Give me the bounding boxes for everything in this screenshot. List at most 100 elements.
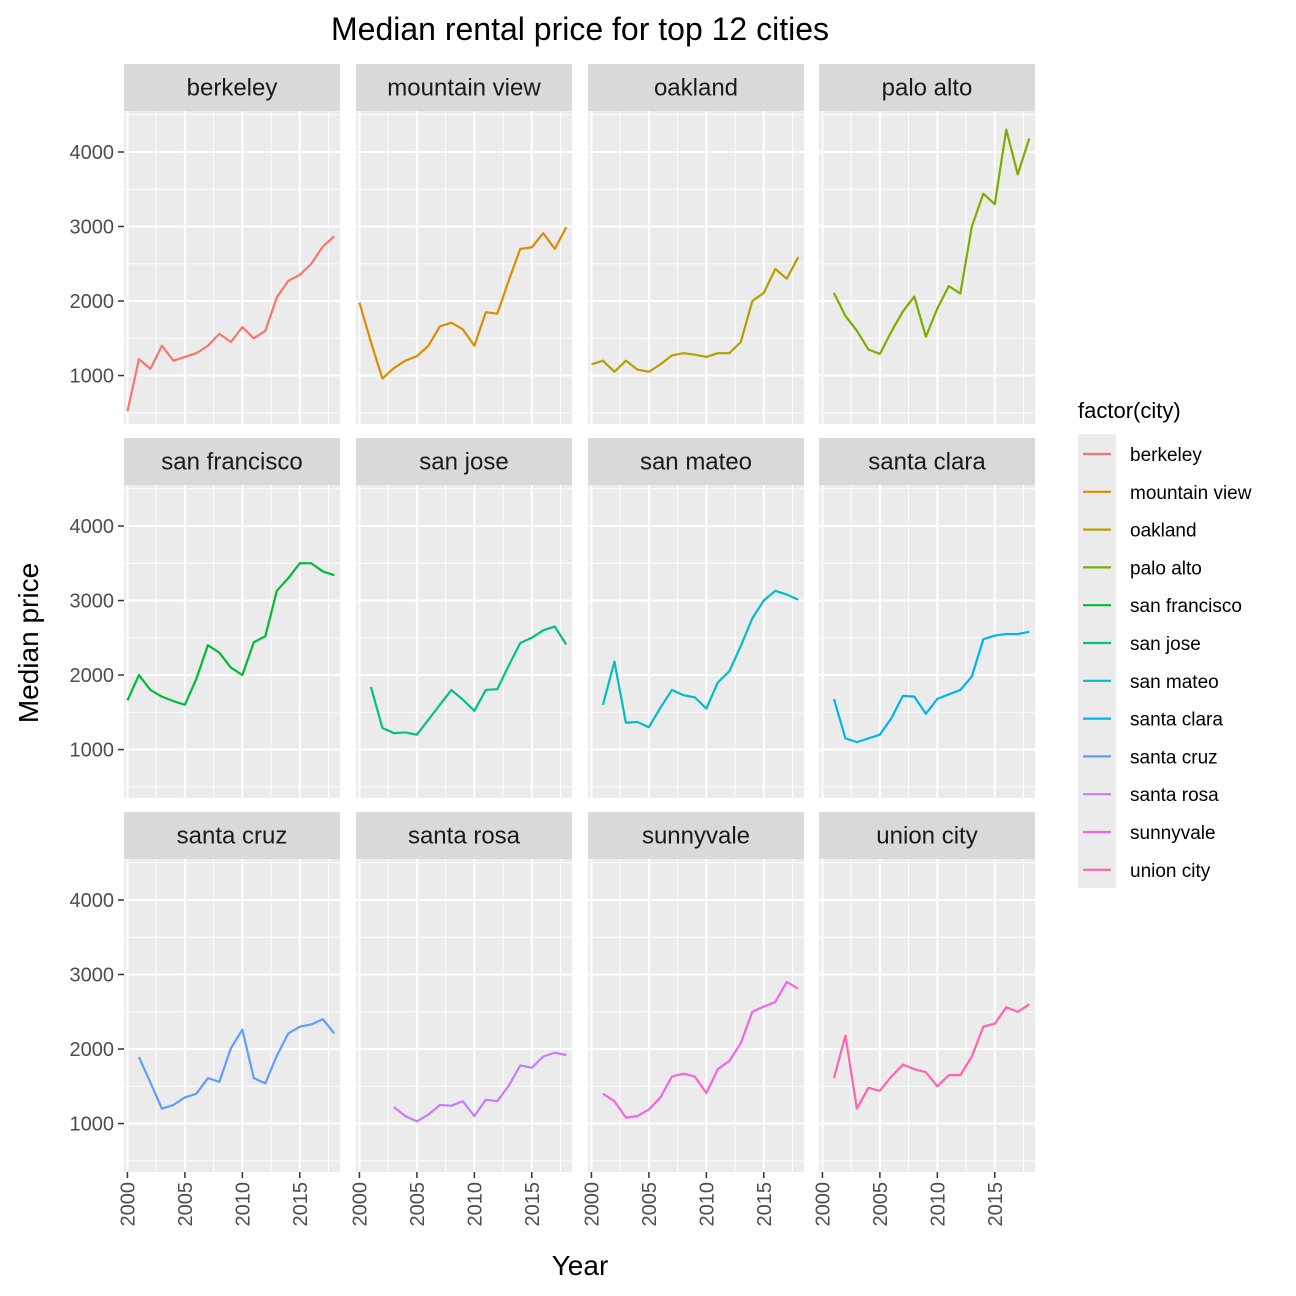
x-tick-label: 2000 xyxy=(117,1182,139,1227)
panel-background xyxy=(588,485,804,798)
facet-strip-label: san mateo xyxy=(640,449,752,476)
series-line xyxy=(126,235,335,412)
legend-label: mountain view xyxy=(1130,483,1252,504)
facet-strip xyxy=(124,64,340,111)
facet-panel: santa clara xyxy=(819,438,1035,798)
panel-background xyxy=(588,111,804,424)
y-tick-label: 4000 xyxy=(70,890,115,912)
x-tick-label: 2015 xyxy=(290,1182,312,1227)
facet-panels: berkeley 1000 2000 3000 4000 mountain view oak… xyxy=(70,64,1035,1227)
facet-strip-label: mountain view xyxy=(387,75,541,102)
y-tick-label: 2000 xyxy=(70,1039,115,1061)
legend-key-background xyxy=(1078,434,1116,888)
x-tick-label: 2015 xyxy=(754,1182,776,1227)
y-tick-label: 1000 xyxy=(70,740,115,762)
x-tick-label: 2010 xyxy=(232,1182,254,1227)
facet-panel: san jose xyxy=(356,438,572,798)
x-tick-label: 2010 xyxy=(464,1182,486,1227)
facet-strip xyxy=(356,438,572,485)
legend-label: santa clara xyxy=(1130,710,1223,731)
facet-strip xyxy=(124,812,340,859)
x-tick-label: 2005 xyxy=(407,1182,429,1227)
y-tick-label: 2000 xyxy=(70,291,115,313)
legend-items: berkeley mountain view oakland palo alto san… xyxy=(1083,445,1252,882)
facet-panel: berkeley 1000 2000 3000 4000 xyxy=(70,64,340,424)
legend-label: santa rosa xyxy=(1130,785,1219,806)
series-line xyxy=(591,256,800,373)
series-line xyxy=(832,1003,1030,1110)
legend-label: sunnyvale xyxy=(1130,823,1216,844)
y-tick-label: 3000 xyxy=(70,591,115,613)
panel-background xyxy=(356,111,572,424)
x-tick-label: 2005 xyxy=(870,1182,892,1227)
facet-strip-label: santa rosa xyxy=(408,823,521,850)
legend-label: union city xyxy=(1130,861,1211,882)
legend-label: santa cruz xyxy=(1130,747,1218,768)
facet-strip xyxy=(588,438,804,485)
facet-strip xyxy=(819,812,1035,859)
panel-background xyxy=(356,859,572,1172)
facet-strip-label: palo alto xyxy=(882,75,973,102)
facet-panel: palo alto xyxy=(819,64,1035,424)
facet-panel: mountain view xyxy=(356,64,572,424)
y-axis-title: Median price xyxy=(13,563,44,723)
facet-panel: san francisco 1000 2000 3000 4000 xyxy=(70,438,340,798)
x-tick-label: 2015 xyxy=(985,1182,1007,1227)
facet-strip xyxy=(819,438,1035,485)
series-line xyxy=(369,625,568,736)
legend-label: berkeley xyxy=(1130,445,1202,466)
facet-strip xyxy=(124,438,340,485)
x-axis-title: Year xyxy=(552,1250,609,1281)
facet-panel: san mateo xyxy=(588,438,804,798)
facet-panel: oakland xyxy=(588,64,804,424)
legend-label: san mateo xyxy=(1130,672,1219,693)
chart-title: Median rental price for top 12 cities xyxy=(331,11,829,47)
panel-background xyxy=(124,111,340,424)
y-tick-label: 1000 xyxy=(70,366,115,388)
y-tick-label: 4000 xyxy=(70,516,115,538)
y-tick-label: 2000 xyxy=(70,665,115,687)
legend-label: san francisco xyxy=(1130,596,1242,617)
x-tick-label: 2005 xyxy=(175,1182,197,1227)
panel-background xyxy=(124,485,340,798)
panel-background xyxy=(819,859,1035,1172)
facet-strip-label: santa clara xyxy=(868,449,986,476)
panel-background xyxy=(356,485,572,798)
series-line xyxy=(126,562,335,706)
y-tick-label: 3000 xyxy=(70,965,115,987)
panel-background xyxy=(588,859,804,1172)
facet-strip-label: san francisco xyxy=(161,449,302,476)
panel-background xyxy=(819,111,1035,424)
y-tick-label: 3000 xyxy=(70,217,115,239)
facet-strip-label: sunnyvale xyxy=(642,823,750,850)
facet-panel: sunnyvale 2000 2005 2010 2015 xyxy=(581,812,804,1227)
series-line xyxy=(601,589,799,729)
y-tick-label: 1000 xyxy=(70,1114,115,1136)
facet-strip-label: santa cruz xyxy=(177,823,288,850)
legend: factor(city) berkeley mountain view oaklan… xyxy=(1078,398,1252,888)
facet-panel: santa cruz 1000 2000 3000 4000 2000 2005 2010 20… xyxy=(70,812,340,1227)
facet-panel: santa rosa 2000 2005 2010 2015 xyxy=(349,812,572,1227)
facet-strip xyxy=(588,812,804,859)
panel-background xyxy=(124,859,340,1172)
legend-label: san jose xyxy=(1130,634,1201,655)
legend-label: palo alto xyxy=(1130,558,1202,579)
y-tick-label: 4000 xyxy=(70,142,115,164)
x-tick-label: 2010 xyxy=(696,1182,718,1227)
x-tick-label: 2015 xyxy=(522,1182,544,1227)
series-line xyxy=(832,630,1030,744)
x-tick-label: 2005 xyxy=(639,1182,661,1227)
series-line xyxy=(358,226,568,380)
facet-panel: union city 2000 2005 2010 2015 xyxy=(812,812,1035,1227)
facet-strip-label: union city xyxy=(876,823,977,850)
series-line xyxy=(602,980,799,1119)
series-line xyxy=(393,1051,567,1123)
x-tick-label: 2000 xyxy=(581,1182,603,1227)
facet-strip xyxy=(819,64,1035,111)
facet-strip-label: san jose xyxy=(419,449,508,476)
x-tick-label: 2000 xyxy=(349,1182,371,1227)
facet-strip xyxy=(356,812,572,859)
panel-background xyxy=(819,485,1035,798)
series-line xyxy=(832,128,1031,356)
